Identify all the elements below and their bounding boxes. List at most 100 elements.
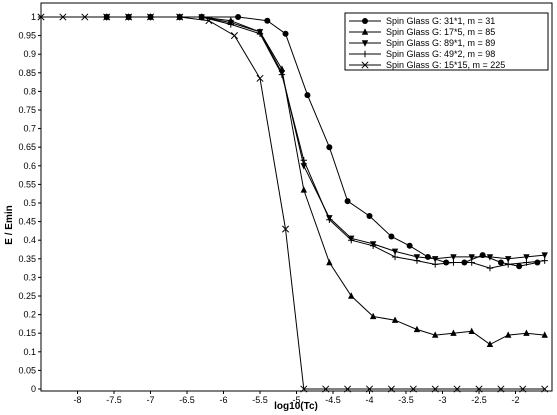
data-point: [516, 263, 523, 270]
data-point: [505, 331, 512, 338]
x-tick-label: -8: [73, 395, 81, 405]
data-point: [413, 257, 421, 264]
data-point: [505, 261, 512, 268]
series-layer: [37, 13, 549, 393]
data-point: [59, 13, 67, 21]
data-point: [443, 259, 450, 266]
x-tick-label: -2: [511, 395, 519, 405]
y-tick-label: 0.55: [18, 179, 36, 189]
data-point: [409, 385, 417, 393]
y-tick-label: 0.7: [23, 124, 36, 134]
data-point: [264, 17, 271, 24]
data-point: [475, 385, 483, 393]
data-point: [505, 256, 512, 263]
legend-item: Spin Glass G: 49*2, m = 98: [349, 49, 495, 59]
x-tick-label: -5: [292, 395, 300, 405]
x-tick-label: -6.5: [179, 395, 195, 405]
data-point: [256, 30, 264, 37]
data-point: [205, 17, 213, 25]
y-tick-label: 0.05: [18, 365, 36, 375]
legend-item: Spin Glass G: 15*15, m = 225: [349, 60, 505, 70]
data-point: [278, 71, 286, 78]
data-point: [453, 385, 461, 393]
legend-label: Spin Glass G: 49*2, m = 98: [386, 49, 495, 59]
data-point: [369, 242, 377, 249]
legend-item: Spin Glass G: 17*5, m = 85: [349, 27, 495, 37]
data-point: [523, 329, 530, 336]
legend-box: [344, 12, 549, 71]
data-point: [413, 254, 421, 261]
data-point: [391, 253, 399, 261]
data-point: [227, 21, 234, 28]
data-point: [281, 225, 290, 233]
data-point: [125, 13, 133, 21]
data-point: [344, 385, 352, 393]
data-point: [369, 312, 377, 320]
data-point: [235, 14, 242, 20]
y-tick-label: 0.5: [23, 198, 36, 208]
data-point: [523, 259, 530, 266]
data-point: [326, 144, 333, 151]
data-point: [413, 325, 421, 333]
y-tick-label: 0.25: [18, 291, 36, 301]
x-tick-label: -6: [219, 395, 227, 405]
legend-label: Spin Glass G: 31*1, m = 31: [386, 16, 495, 26]
data-point: [468, 259, 475, 266]
data-point: [391, 316, 399, 323]
data-point: [326, 216, 333, 223]
y-tick-label: 1: [31, 12, 36, 22]
data-point: [450, 254, 457, 261]
legend-marker: [361, 28, 369, 35]
y-tick-label: 0.8: [23, 86, 36, 96]
data-point: [406, 242, 413, 249]
y-tick-label: 0.65: [18, 142, 36, 152]
y-tick-label: 0: [31, 384, 36, 394]
legend-label: Spin Glass G: 17*5, m = 85: [386, 27, 495, 37]
data-point: [450, 329, 457, 336]
legend-item: Spin Glass G: 31*1, m = 31: [349, 16, 495, 26]
data-point: [486, 254, 494, 261]
data-point: [198, 13, 205, 21]
y-tick-label: 0.75: [18, 105, 36, 115]
data-point: [146, 13, 155, 21]
legend-marker: [362, 18, 368, 24]
data-point: [391, 248, 399, 256]
data-point: [523, 254, 530, 261]
data-point: [497, 385, 505, 393]
x-tick-label: -3: [438, 395, 446, 405]
data-point: [322, 385, 330, 393]
data-point: [344, 198, 351, 205]
data-point: [304, 92, 311, 99]
y-axis-title: E / Emin: [4, 205, 15, 244]
data-point: [432, 261, 439, 268]
y-tick-label: 0.95: [18, 31, 36, 41]
data-point: [326, 258, 333, 266]
data-point: [468, 254, 475, 261]
data-point: [497, 259, 504, 266]
x-tick-label: -7: [146, 395, 154, 405]
data-point: [300, 157, 307, 164]
data-point: [300, 186, 307, 193]
x-tick-label: -4: [365, 395, 373, 405]
y-tick-label: 0.15: [18, 328, 36, 338]
data-point: [81, 13, 89, 21]
data-point: [366, 213, 373, 220]
data-point: [37, 13, 45, 21]
data-point: [424, 253, 431, 260]
y-axis: 0 0.05 0.1 0.15 0.2 0.25 0.3 0.35 0.4 0.45 0.5 0.55…: [18, 12, 41, 394]
y-tick-label: 0.1: [23, 347, 36, 357]
y-tick-label: 0.3: [23, 272, 36, 282]
x-axis: -8 -7.5 -7 -6.5 -6 -5.5 -5 -4.5 -4 -3.5 -3 -2.5 -2: [73, 391, 520, 405]
y-tick-label: 0.85: [18, 68, 36, 78]
legend-marker: [361, 40, 369, 47]
y-tick-label: 0.45: [18, 217, 36, 227]
data-point: [541, 252, 548, 259]
data-point: [432, 331, 439, 338]
data-point: [432, 256, 439, 263]
data-point: [176, 13, 184, 21]
data-point: [519, 385, 527, 393]
data-point: [300, 385, 308, 393]
y-tick-label: 0.2: [23, 310, 36, 320]
